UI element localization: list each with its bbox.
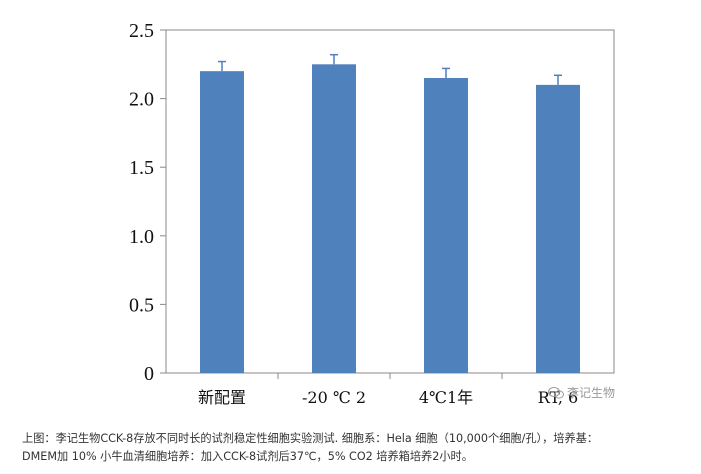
x-category-label: 新配置 [198,388,246,407]
y-tick-label: 0.5 [129,294,154,316]
wechat-icon [548,386,564,399]
x-category-label: -20 ℃ 2 [302,388,366,407]
y-tick-label: 2.5 [129,20,154,42]
watermark: 李记生物 [548,384,615,401]
figure-caption: 上图：李记生物CCK-8存放不同时长的试剂稳定性细胞实验测试. 细胞系：Hela… [22,430,692,466]
caption-line-1: 上图：李记生物CCK-8存放不同时长的试剂稳定性细胞实验测试. 细胞系：Hela… [22,432,599,445]
y-tick-label: 2.0 [129,89,154,111]
bar [312,64,356,374]
chart: 0 0.5 1.0 1.5 2.0 2.5 新配置 -20 ℃ 2 4℃1年 RT, 6 李记生物 [129,20,615,407]
bar [536,84,580,373]
caption-line-2: DMEM加 10% 小牛血清细胞培养：加入CCK-8试剂后37℃，5% CO2 … [22,450,473,463]
bar [424,78,468,374]
y-tick-label: 0 [144,363,154,385]
y-tick-label: 1.0 [129,226,154,248]
bar [200,71,244,373]
watermark-text: 李记生物 [567,386,616,400]
y-tick-label: 1.5 [129,157,154,179]
x-category-label: 4℃1年 [419,388,473,407]
